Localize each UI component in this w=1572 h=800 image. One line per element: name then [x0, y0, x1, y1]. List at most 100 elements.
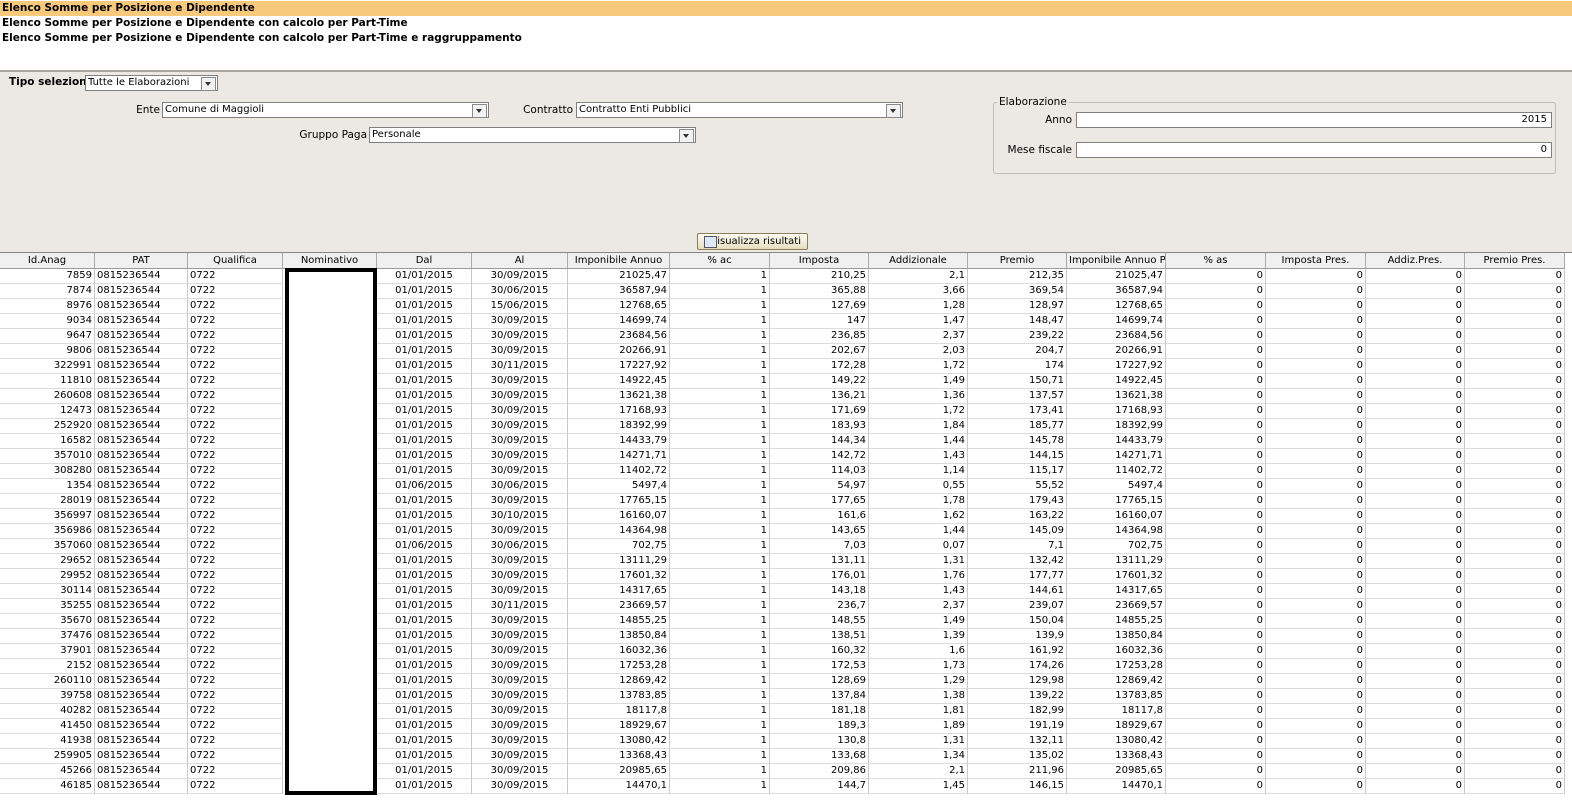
- table-cell: 30/09/2015: [472, 329, 568, 344]
- table-cell: 29952: [0, 569, 95, 584]
- table-cell: 30/06/2015: [472, 539, 568, 554]
- table-cell: 357010: [0, 449, 95, 464]
- table-cell: 30/09/2015: [472, 734, 568, 749]
- table-cell: 13783,85: [1067, 689, 1166, 704]
- table-cell: 0: [1366, 464, 1465, 479]
- table-cell: 211,96: [968, 764, 1067, 779]
- table-cell: 0815236544: [95, 524, 188, 539]
- table-cell: 0: [1166, 749, 1266, 764]
- table-cell: 40282: [0, 704, 95, 719]
- table-cell: 17227,92: [1067, 359, 1166, 374]
- column-header[interactable]: Addizionale: [869, 253, 968, 269]
- table-cell: 0: [1266, 734, 1366, 749]
- column-header[interactable]: PAT: [95, 253, 188, 269]
- table-cell: 01/01/2015: [377, 269, 472, 284]
- column-header[interactable]: Imposta Pres.: [1266, 253, 1366, 269]
- column-header[interactable]: Qualifica: [188, 253, 283, 269]
- table-cell: 0: [1266, 584, 1366, 599]
- table-cell: 35255: [0, 599, 95, 614]
- table-cell: 142,72: [770, 449, 869, 464]
- column-header[interactable]: Premio: [968, 253, 1067, 269]
- table-cell: 0722: [188, 434, 283, 449]
- table-cell: 0815236544: [95, 734, 188, 749]
- table-cell: 0: [1465, 284, 1565, 299]
- table-cell: 0: [1465, 629, 1565, 644]
- table-cell: 0: [1266, 329, 1366, 344]
- dropdown[interactable]: Contratto Enti Pubblici: [576, 102, 903, 118]
- column-header[interactable]: Imponibile Annuo: [568, 253, 670, 269]
- table-cell: 1,62: [869, 509, 968, 524]
- column-header[interactable]: Imponibile Annuo P...: [1067, 253, 1166, 269]
- table-cell: 0: [1166, 644, 1266, 659]
- menu-item[interactable]: Elenco Somme per Posizione e Dipendente …: [2, 32, 522, 44]
- table-cell: 0815236544: [95, 359, 188, 374]
- table-cell: 1: [670, 404, 770, 419]
- column-header[interactable]: Dal: [377, 253, 472, 269]
- table-cell: 0: [1166, 689, 1266, 704]
- menu-item[interactable]: Elenco Somme per Posizione e Dipendente: [0, 1, 1572, 16]
- button[interactable]: Visualizza risultati: [697, 233, 808, 250]
- column-header[interactable]: Imposta: [770, 253, 869, 269]
- column-header[interactable]: Nominativo: [283, 253, 377, 269]
- table-cell: 1: [670, 749, 770, 764]
- table-cell: 0815236544: [95, 344, 188, 359]
- table-cell: 0: [1266, 464, 1366, 479]
- table-cell: 131,11: [770, 554, 869, 569]
- table-cell: 0: [1465, 674, 1565, 689]
- table-cell: 177,65: [770, 494, 869, 509]
- table-cell: 0722: [188, 779, 283, 794]
- table-cell: 0: [1366, 359, 1465, 374]
- table-cell: 0722: [188, 704, 283, 719]
- label: Tipo selezione: [9, 76, 94, 88]
- table-cell: 13080,42: [1067, 734, 1166, 749]
- column-header[interactable]: Premio Pres.: [1465, 253, 1565, 269]
- table-cell: 23684,56: [568, 329, 670, 344]
- table-cell: 0: [1366, 614, 1465, 629]
- table-cell: 145,09: [968, 524, 1067, 539]
- table-cell: 0: [1166, 494, 1266, 509]
- dropdown[interactable]: Comune di Maggioli: [162, 102, 489, 118]
- column-header[interactable]: % ac: [670, 253, 770, 269]
- table-cell: 1: [670, 314, 770, 329]
- dropdown[interactable]: Tutte le Elaborazioni: [85, 75, 218, 91]
- table-cell: 0722: [188, 344, 283, 359]
- table-cell: 0: [1366, 719, 1465, 734]
- table-cell: 0: [1166, 404, 1266, 419]
- table-cell: 0: [1465, 659, 1565, 674]
- dropdown[interactable]: Personale: [369, 127, 696, 143]
- column-header[interactable]: Addiz.Pres.: [1366, 253, 1465, 269]
- menu-item[interactable]: Elenco Somme per Posizione e Dipendente …: [2, 17, 408, 29]
- table-cell: 0722: [188, 689, 283, 704]
- table-cell: 13111,29: [1067, 554, 1166, 569]
- table-cell: 0: [1465, 464, 1565, 479]
- table-cell: 160,32: [770, 644, 869, 659]
- column-header[interactable]: Id.Anag: [0, 253, 95, 269]
- column-header[interactable]: Al: [472, 253, 568, 269]
- column-header[interactable]: % as: [1166, 253, 1266, 269]
- table-cell: 18929,67: [1067, 719, 1166, 734]
- table-cell: 17168,93: [1067, 404, 1166, 419]
- table-cell: 36587,94: [568, 284, 670, 299]
- table-cell: 0815236544: [95, 464, 188, 479]
- table-cell: 30/09/2015: [472, 524, 568, 539]
- table-cell: 137,57: [968, 389, 1067, 404]
- text-input[interactable]: 2015: [1076, 112, 1552, 128]
- table-cell: 18392,99: [568, 419, 670, 434]
- table-cell: 30/09/2015: [472, 584, 568, 599]
- table-cell: 0: [1266, 374, 1366, 389]
- table-cell: 145,78: [968, 434, 1067, 449]
- table-cell: 0: [1465, 644, 1565, 659]
- table-cell: 0722: [188, 314, 283, 329]
- table-cell: 0815236544: [95, 614, 188, 629]
- table-cell: 0722: [188, 734, 283, 749]
- table-cell: 0815236544: [95, 494, 188, 509]
- table-cell: 239,07: [968, 599, 1067, 614]
- table-cell: 0: [1166, 614, 1266, 629]
- table-cell: 7,03: [770, 539, 869, 554]
- table-cell: 9806: [0, 344, 95, 359]
- text-input[interactable]: 0: [1076, 142, 1552, 158]
- table-cell: 0: [1266, 764, 1366, 779]
- table-cell: 1,76: [869, 569, 968, 584]
- table-cell: 357060: [0, 539, 95, 554]
- table-cell: 16160,07: [568, 509, 670, 524]
